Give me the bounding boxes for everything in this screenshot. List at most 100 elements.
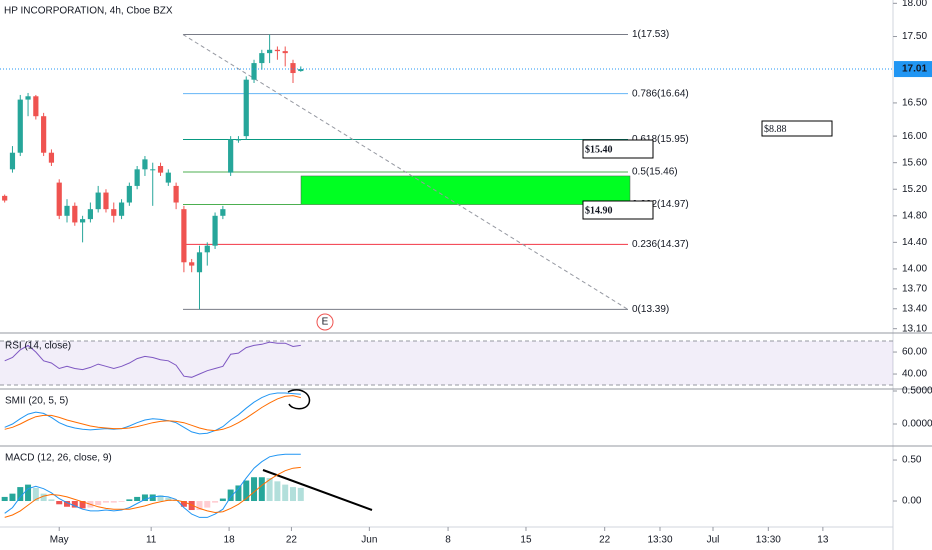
fib-label: 0.382(14.97) [632, 199, 689, 210]
histogram-bar [227, 489, 234, 502]
y-tick-label: 17.50 [902, 31, 927, 42]
y-tick-label: 0.00 [902, 496, 922, 507]
indicator-line [4, 341, 301, 378]
candle-body [298, 69, 304, 72]
x-tick-label: 11 [146, 535, 157, 546]
candle-body [150, 169, 156, 171]
y-tick-label: 15.20 [902, 184, 927, 195]
histogram-bar [1, 496, 8, 502]
candle-body [189, 262, 195, 266]
fib-label: 0.236(14.37) [632, 239, 689, 250]
histogram-bar [32, 487, 39, 502]
note-text: $14.90 [585, 205, 613, 216]
y-tick-label: 18.00 [902, 0, 927, 9]
histogram-bar [64, 501, 71, 507]
fib-label: 0(13.39) [632, 304, 669, 315]
candle-body [220, 209, 226, 216]
histogram-bar [102, 501, 109, 503]
candle-body [290, 63, 296, 74]
histogram-bar [71, 501, 78, 508]
candle-body [126, 185, 132, 203]
event-marker [316, 313, 334, 331]
candle-body [157, 166, 164, 173]
x-tick-label: Jul [707, 535, 720, 546]
note-box [582, 200, 654, 220]
x-tick-label: 8 [445, 535, 451, 546]
histogram-bar [258, 477, 265, 502]
event-label: E [322, 317, 329, 328]
candle-body [267, 49, 273, 54]
y-tick-label: 14.00 [902, 264, 927, 275]
y-tick-label: 60.00 [902, 347, 927, 358]
candle-body [196, 252, 203, 273]
candle-body [118, 202, 125, 216]
y-tick-label: 14.80 [902, 210, 927, 221]
histogram-bar [48, 499, 55, 502]
candle-body [103, 192, 109, 210]
candle-body [33, 96, 39, 117]
rsi-band [0, 341, 893, 386]
histogram-bar [251, 477, 258, 502]
y-tick-label: 13.40 [902, 303, 927, 314]
candle-body [212, 215, 218, 246]
hand-drawn-circle [287, 389, 311, 410]
candle-body [2, 195, 8, 201]
candle-body [64, 205, 70, 216]
chart-title: HP INCORPORATION, 4h, Cboe BZX [4, 6, 173, 17]
histogram-bar [180, 501, 187, 507]
fib-trend [182, 34, 629, 310]
histogram-bar [282, 484, 289, 502]
candle-body [72, 205, 78, 223]
candle-body [56, 182, 62, 216]
y-tick-label: 0.50 [902, 455, 922, 466]
candle-body [181, 209, 187, 263]
y-tick-label: 13.10 [902, 323, 927, 334]
candle-body [79, 219, 86, 223]
pane-title: RSI (14, close) [5, 341, 71, 352]
indicator-line [4, 466, 301, 518]
histogram-bar [243, 480, 250, 502]
note-text: $15.40 [585, 144, 613, 155]
price-zone [300, 175, 631, 205]
histogram-bar [141, 494, 148, 502]
candle-body [165, 172, 171, 183]
y-tick-label: 13.70 [902, 283, 927, 294]
x-tick-label: 18 [224, 535, 236, 546]
histogram-bar [56, 501, 63, 505]
candle-body [243, 79, 249, 137]
candle-body [259, 53, 265, 64]
candle-body [17, 99, 23, 153]
fib-label: 0.618(15.95) [632, 134, 689, 145]
histogram-bar [266, 478, 273, 502]
candle-body [173, 185, 179, 203]
histogram-bar [126, 499, 133, 502]
pane-title: MACD (12, 26, close, 9) [5, 453, 112, 464]
histogram-bar [196, 501, 203, 511]
candle-body [25, 96, 31, 100]
candle-body [235, 139, 242, 141]
histogram-bar [25, 484, 32, 502]
histogram-bar [297, 487, 304, 502]
note-text: $8.88 [764, 124, 787, 135]
histogram-bar [235, 485, 242, 502]
histogram-bar [40, 493, 47, 502]
candle-body [142, 159, 148, 170]
x-tick-label: 13:30 [647, 535, 672, 546]
indicator-line [4, 392, 301, 435]
histogram-bar [118, 501, 125, 502]
candle-body [282, 51, 288, 54]
y-tick-label: 16.50 [902, 98, 927, 109]
histogram-bar [110, 501, 117, 503]
y-tick-label: 15.60 [902, 157, 927, 168]
candle-body [87, 209, 93, 220]
x-tick-label: 13 [817, 535, 829, 546]
fib-label: 1(17.53) [632, 29, 669, 40]
last-price-badge [894, 61, 932, 78]
histogram-bar [9, 493, 16, 502]
indicator-line [4, 395, 301, 432]
note-box [582, 139, 654, 159]
histogram-bar [79, 501, 86, 509]
y-tick-label: 16.00 [902, 131, 927, 142]
